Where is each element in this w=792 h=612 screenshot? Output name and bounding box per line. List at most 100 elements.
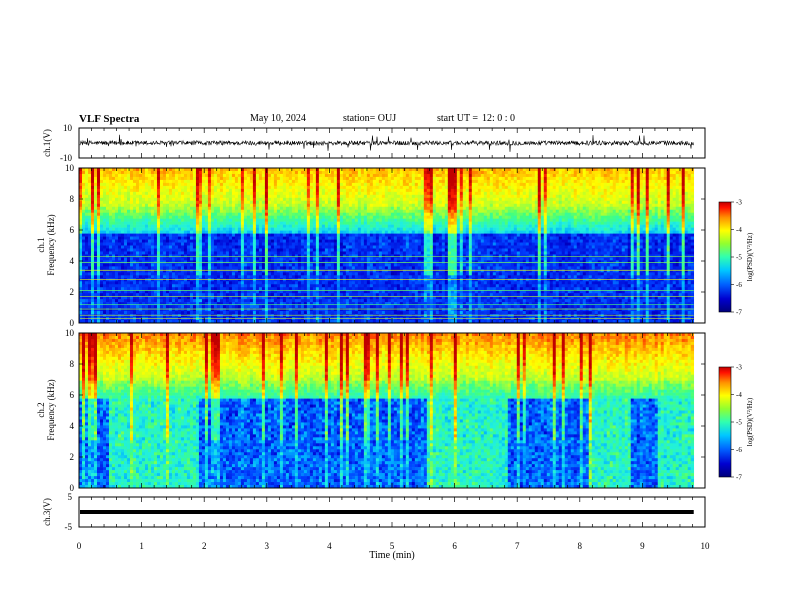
- spectrogram-cell: [267, 188, 272, 193]
- spectrogram-cell: [88, 209, 92, 214]
- spectrogram-cell: [324, 224, 329, 228]
- spectrogram-cell: [357, 227, 362, 231]
- spectrogram-cell: [312, 176, 317, 181]
- spectrogram-cell: [246, 239, 251, 243]
- spectrogram-cell: [354, 197, 359, 202]
- spectrogram-cell: [150, 272, 155, 276]
- spectrogram-cell: [240, 227, 245, 231]
- spectrogram-cell: [303, 296, 308, 300]
- spectrogram-cell: [114, 290, 119, 294]
- spectrogram-cell: [141, 197, 146, 202]
- spectrogram-cell: [174, 170, 179, 175]
- spectrogram-cell: [315, 308, 320, 312]
- spectrogram-cell: [294, 185, 299, 190]
- spectrogram-cell: [300, 218, 305, 222]
- spectrogram-cell: [144, 314, 149, 318]
- spectrogram-cell: [348, 191, 353, 196]
- spectrogram-cell: [294, 314, 299, 318]
- spectrogram-cell: [162, 230, 167, 234]
- spectrogram-cell: [297, 230, 302, 234]
- spectrogram-cell: [129, 245, 134, 249]
- spectrogram-cell: [132, 284, 137, 288]
- spectrogram-cell: [96, 296, 101, 300]
- spectrogram-cell: [291, 290, 296, 294]
- spectrogram-cell: [210, 227, 215, 231]
- spectrogram-cell: [333, 287, 338, 291]
- spectrogram-cell: [159, 227, 164, 231]
- spectrogram-cell: [141, 266, 146, 270]
- spectrogram-cell: [99, 170, 104, 175]
- spectrogram-cell: [153, 233, 158, 237]
- spectrogram-cell: [294, 299, 299, 303]
- spectrogram-cell: [168, 168, 173, 172]
- spectrogram-cell: [99, 227, 104, 231]
- spectrogram-cell: [108, 266, 113, 270]
- spectrogram-cell: [207, 284, 212, 288]
- spectrogram-cell: [315, 194, 320, 199]
- spectrogram-cell: [153, 284, 158, 288]
- spectrogram-cell: [213, 302, 218, 306]
- spectrogram-cell: [88, 224, 92, 228]
- spectrogram-cell: [165, 308, 170, 312]
- spectrogram-cell: [162, 185, 167, 190]
- spectrogram-cell: [82, 215, 86, 219]
- spectrogram-cell: [240, 233, 245, 237]
- spectrogram-cell: [219, 168, 224, 172]
- spectrogram-cell: [150, 308, 155, 312]
- spectrogram-cell: [85, 311, 89, 315]
- spectrogram-cell: [309, 182, 314, 187]
- spectrogram-cell: [348, 209, 353, 214]
- spectrogram-cell: [252, 206, 257, 211]
- spectrogram-cell: [294, 236, 299, 240]
- spectrogram-cell: [165, 197, 170, 202]
- spectrogram-cell: [345, 296, 350, 300]
- spectrogram-cell: [330, 305, 335, 309]
- spectrogram-cell: [318, 182, 323, 187]
- spectrogram-cell: [264, 212, 269, 216]
- spectrogram-cell: [123, 182, 128, 187]
- spectrogram-cell: [306, 209, 311, 214]
- spectrogram-cell: [240, 230, 245, 234]
- spectrogram-cell: [339, 233, 344, 237]
- spectrogram-cell: [297, 194, 302, 199]
- spectrogram-cell: [189, 179, 194, 184]
- spectrogram-cell: [348, 221, 353, 225]
- spectrogram-cell: [114, 305, 119, 309]
- spectrogram-cell: [111, 233, 116, 237]
- spectrogram-cell: [321, 224, 326, 228]
- spectrogram-cell: [321, 257, 326, 261]
- spectrogram-cell: [102, 227, 107, 231]
- spectrogram-cell: [88, 266, 92, 270]
- spectrogram-cell: [276, 221, 281, 225]
- spectrogram-cell: [285, 188, 290, 193]
- spectrogram-cell: [288, 239, 293, 243]
- spectrogram-cell: [120, 206, 125, 211]
- spectrogram-cell: [324, 203, 329, 208]
- spectrogram-cell: [114, 293, 119, 297]
- spectrogram-cell: [180, 242, 185, 246]
- spectrogram-cell: [192, 194, 197, 199]
- spectrogram-cell: [132, 314, 137, 318]
- spectrogram-cell: [138, 260, 143, 264]
- spectrogram-cell: [93, 176, 98, 181]
- spectrogram-cell: [162, 275, 167, 279]
- spectrogram-cell: [174, 275, 179, 279]
- spectrogram-cell: [180, 251, 185, 255]
- spectrogram-cell: [246, 302, 251, 306]
- spectrogram-cell: [354, 320, 359, 324]
- spectrogram-cell: [333, 293, 338, 297]
- spectrogram-cell: [264, 242, 269, 246]
- spectrogram-cell: [300, 311, 305, 315]
- spectrogram-cell: [85, 302, 89, 306]
- spectrogram-cell: [141, 200, 146, 205]
- spectrogram-cell: [357, 200, 362, 205]
- spectrogram-cell: [291, 233, 296, 237]
- spectrogram-cell: [82, 269, 86, 273]
- spectrogram-cell: [294, 311, 299, 315]
- spectrogram-cell: [327, 311, 332, 315]
- spectrogram-cell: [177, 296, 182, 300]
- spectrogram-cell: [315, 248, 320, 252]
- spectrogram-cell: [93, 266, 98, 270]
- spectrogram-cell: [225, 242, 230, 246]
- spectrogram-cell: [255, 260, 260, 264]
